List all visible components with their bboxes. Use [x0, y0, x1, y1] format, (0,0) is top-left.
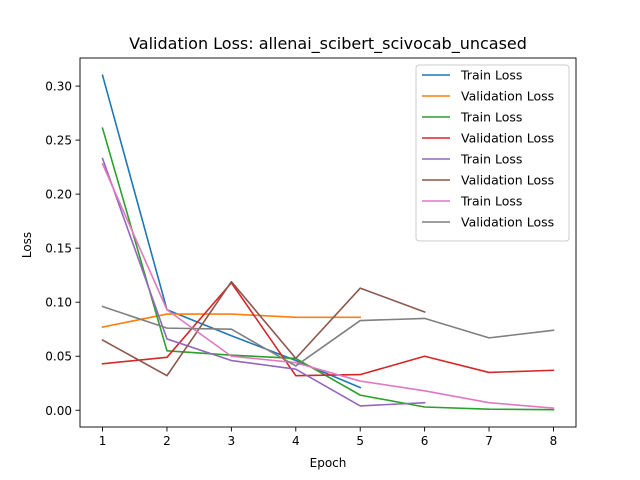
- legend-label-5: Train Loss: [460, 152, 522, 167]
- y-tick-label-4: 0.15: [45, 242, 72, 256]
- legend-label-8: Validation Loss: [461, 215, 554, 230]
- legend-box: [415, 64, 570, 242]
- x-tick-label-5: 5: [356, 434, 364, 448]
- y-tick-label-2: 0.05: [45, 350, 72, 364]
- x-tick-label-4: 4: [292, 434, 300, 448]
- legend-label-1: Train Loss: [460, 68, 522, 83]
- chart-title: Validation Loss: allenai_scibert_scivoca…: [129, 34, 527, 54]
- x-tick-label-7: 7: [485, 434, 493, 448]
- y-tick-label-3: 0.10: [45, 296, 72, 310]
- series-line-3: [101, 127, 555, 411]
- y-tick-label-1: 0.00: [45, 404, 72, 418]
- x-tick-label-3: 3: [228, 434, 236, 448]
- x-tick-label-6: 6: [421, 434, 429, 448]
- series-line-4: [101, 281, 555, 377]
- plot-area: 1 2 3 4 5 6 7 8 0.00 0.05 0.10 0.15 0.20 0.25 0.30: [45, 57, 577, 448]
- plot-frame: [79, 57, 577, 428]
- x-axis-label: Epoch: [310, 456, 347, 470]
- y-tick-label-7: 0.30: [45, 80, 72, 94]
- series-line-8: [101, 305, 555, 367]
- series-line-2: [101, 313, 362, 328]
- legend-label-2: Validation Loss: [461, 89, 554, 104]
- legend-label-3: Train Loss: [460, 110, 522, 125]
- y-axis-label: Loss: [20, 232, 34, 258]
- y-tick-label-5: 0.20: [45, 188, 72, 202]
- x-tick-label-1: 1: [99, 434, 107, 448]
- series-line-5: [101, 157, 426, 407]
- series-line-6: [101, 280, 426, 377]
- legend-label-7: Train Loss: [460, 194, 522, 209]
- legend-label-4: Validation Loss: [461, 131, 554, 146]
- legend: Train Loss Validation Loss Train Loss Valid…: [415, 64, 570, 242]
- x-tick-label-2: 2: [163, 434, 171, 448]
- y-tick-label-6: 0.25: [45, 134, 72, 148]
- series-line-7: [101, 162, 555, 409]
- legend-label-6: Validation Loss: [461, 173, 554, 188]
- x-tick-label-8: 8: [550, 434, 558, 448]
